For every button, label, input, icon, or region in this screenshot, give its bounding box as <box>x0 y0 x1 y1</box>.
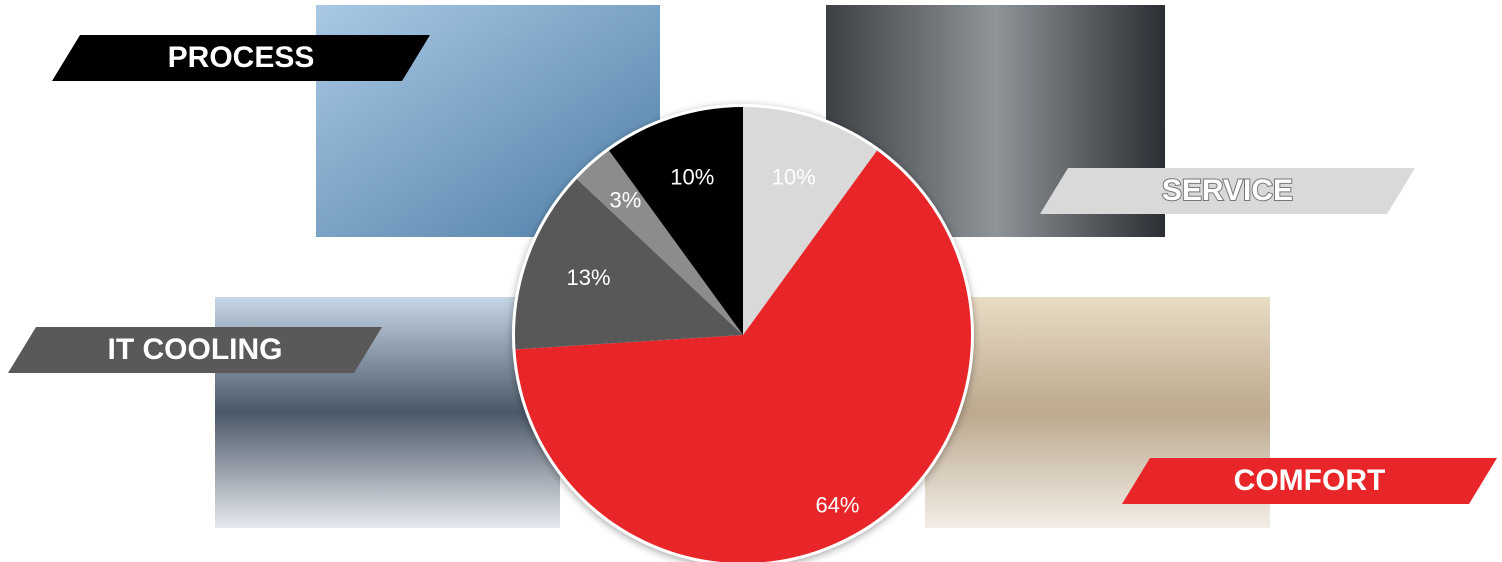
slice-label: 3% <box>609 187 641 212</box>
category-banner <box>1122 458 1497 504</box>
slice-label: 10% <box>670 165 714 190</box>
slice-label: 64% <box>815 493 859 518</box>
slice <box>576 150 743 335</box>
category-label: COMFORT <box>1234 464 1386 497</box>
slice <box>515 178 743 350</box>
slice <box>515 150 971 562</box>
category-label: PROCESS <box>168 41 315 74</box>
slice <box>743 107 878 335</box>
category-banner <box>8 327 382 373</box>
banners: SERVICE COMFORT IT COOLING PROCESS <box>8 35 1497 504</box>
slice <box>608 107 743 335</box>
category-banner <box>52 35 430 81</box>
category-banner <box>1040 168 1415 214</box>
slice-label: 13% <box>567 265 611 290</box>
category-label: SERVICE <box>1162 174 1293 207</box>
slice-label: 10% <box>772 165 816 190</box>
pie: 10% 64% 13% 3% 10% <box>512 104 974 562</box>
category-label: IT COOLING <box>108 333 283 366</box>
